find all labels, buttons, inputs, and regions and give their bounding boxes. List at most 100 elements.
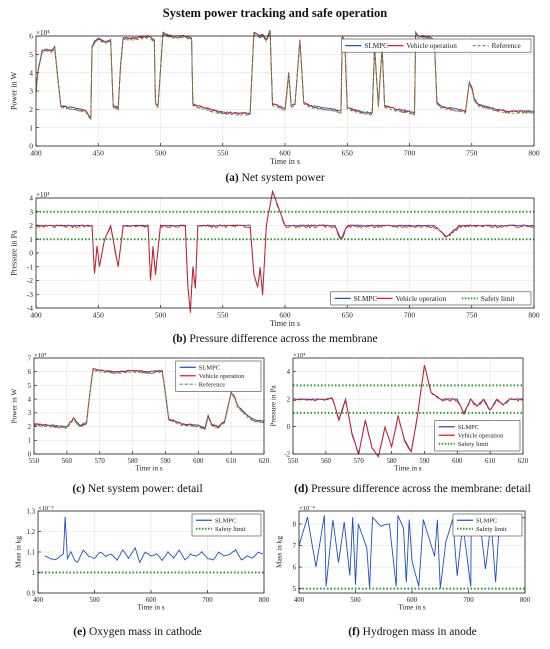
y-tick-label: 3 — [28, 410, 32, 417]
legend-label: Vehicle operation — [406, 42, 457, 50]
y-tick-label: 5 — [29, 50, 33, 59]
y-tick-label: 2 — [29, 105, 33, 114]
chart-pressure-difference-detail: 550 560 570 580 590 600 610 620 -2 0 2 4 ×10⁴ Time in… — [268, 352, 529, 473]
y-axis-label: Mass in kg — [13, 536, 22, 568]
x-tick-label: 580 — [386, 458, 397, 465]
x-tick-label: 600 — [407, 597, 418, 604]
y-tick-label: 6 — [29, 32, 33, 41]
y-tick-label: 6 — [293, 564, 297, 571]
y-tick-label: 0 — [29, 142, 33, 151]
x-tick-label: 500 — [89, 597, 100, 604]
y-tick-label: 5 — [293, 586, 297, 593]
plot-frame — [292, 357, 524, 455]
legend-box — [330, 291, 532, 306]
x-tick-label: 560 — [321, 458, 332, 465]
y-axis-label: Power in W — [9, 389, 18, 424]
x-tick-label: 600 — [452, 458, 463, 465]
x-tick-label: 400 — [33, 597, 44, 604]
x-tick-label: 700 — [404, 311, 416, 320]
reference-series-line — [35, 32, 534, 122]
y-axis-exponent: ×10⁴ — [36, 29, 50, 37]
legend-label: SLMPC — [199, 365, 220, 372]
x-axis-label: Time in s — [270, 319, 300, 328]
legend-label: Safety limit — [476, 526, 507, 533]
chart-pressure-difference: 400 450 500 550 600 650 700 750 800 -4 -3 -2 -1 0 1 2 3 4… — [10, 189, 540, 328]
slmpc-series-line — [44, 516, 264, 564]
x-tick-label: 550 — [29, 458, 40, 465]
y-tick-label: 1.1 — [27, 549, 36, 556]
y-tick-label: 1 — [29, 123, 33, 132]
y-tick-label: 6 — [28, 369, 32, 376]
x-tick-label: 800 — [528, 149, 540, 158]
x-tick-label: 580 — [127, 458, 138, 465]
plot-frame — [33, 357, 265, 455]
x-tick-label: 590 — [160, 458, 171, 465]
x-tick-label: 700 — [202, 597, 213, 604]
legend-label: SLMPC — [354, 295, 378, 303]
y-tick-label: 5 — [28, 383, 32, 390]
caption-c: (c) Net system power: detail — [72, 483, 203, 495]
x-tick-label: 800 — [520, 597, 531, 604]
y-tick-label: 7 — [293, 543, 297, 550]
x-tick-label: 590 — [419, 458, 430, 465]
x-tick-label: 600 — [279, 311, 291, 320]
x-axis-label: Time in s — [137, 603, 164, 612]
chart-net-system-power-detail: 550 560 570 580 590 600 610 620 0 1 2 3 4 5 6 7 ×10⁴ Time… — [9, 352, 269, 473]
y-axis-label: Mass in kg — [274, 536, 283, 568]
vehicle-operation-series-line — [292, 365, 524, 458]
chart-oxygen-mass: 400 500 600 700 800 0.9 1 1.1 1.2 1.3 ×10⁻³ Time in… — [13, 505, 270, 612]
x-tick-label: 500 — [155, 149, 167, 158]
x-tick-label: 750 — [466, 149, 478, 158]
y-tick-label: 3 — [29, 207, 33, 216]
x-tick-label: 570 — [354, 458, 365, 465]
x-tick-label: 400 — [30, 311, 42, 320]
legend-label: Reference — [492, 42, 521, 50]
y-tick-label: 1.2 — [27, 529, 36, 536]
x-tick-label: 500 — [350, 597, 361, 604]
legend-label: Safety limit — [458, 441, 489, 448]
x-tick-label: 560 — [62, 458, 73, 465]
y-tick-label: -4 — [27, 304, 33, 313]
y-tick-label: 1 — [29, 235, 33, 244]
chart-hydrogen-mass: 400 500 600 700 800 5 6 7 8 ×10⁻⁴ Time in s Mass in… — [274, 505, 531, 612]
y-tick-label: 4 — [287, 369, 291, 376]
x-tick-label: 500 — [155, 311, 167, 320]
vehicle-operation-series-line — [35, 31, 535, 120]
x-tick-label: 450 — [93, 149, 105, 158]
chart-net-system-power: 400 450 500 550 600 650 700 750 800 0 1 2 3 4 5 6 ×10⁴ Ti… — [10, 29, 540, 166]
legend-label: Safety limit — [215, 526, 246, 533]
y-axis-exponent: ×10⁴ — [293, 352, 306, 359]
y-axis-label: Pressure in Pa — [10, 230, 19, 276]
y-tick-label: -2 — [284, 451, 290, 458]
y-tick-label: 8 — [293, 521, 297, 528]
y-tick-label: -3 — [27, 290, 33, 299]
legend-label: Vehicle operation — [396, 295, 447, 303]
legend-label: SLMPC — [364, 42, 388, 50]
legend-box — [341, 38, 532, 53]
caption-b: (b) Pressure difference across the membr… — [172, 333, 378, 345]
reference-series-line — [33, 370, 265, 431]
y-tick-label: 0 — [29, 249, 33, 258]
x-tick-label: 610 — [485, 458, 496, 465]
x-tick-label: 650 — [342, 149, 354, 158]
x-tick-label: 550 — [217, 311, 229, 320]
caption-f: (f) Hydrogen mass in anode — [348, 626, 477, 638]
y-tick-label: 1 — [28, 438, 31, 445]
legend-label: SLMPC — [476, 518, 497, 525]
x-tick-label: 600 — [279, 149, 291, 158]
x-tick-label: 610 — [226, 458, 237, 465]
y-tick-label: 2 — [29, 221, 33, 230]
y-tick-label: -2 — [27, 276, 33, 285]
y-tick-label: 2 — [28, 424, 32, 431]
y-tick-label: 4 — [29, 68, 33, 77]
y-tick-label: -1 — [27, 262, 33, 271]
x-tick-label: 700 — [463, 597, 474, 604]
x-tick-label: 800 — [259, 597, 270, 604]
figure-title: System power tracking and safe operation — [162, 6, 388, 20]
x-tick-label: 400 — [294, 597, 305, 604]
x-tick-label: 620 — [518, 458, 529, 465]
y-tick-label: 0 — [287, 424, 291, 431]
y-tick-label: 4 — [28, 397, 32, 404]
caption-d: (d) Pressure difference across the membr… — [294, 483, 531, 495]
x-axis-label: Time in s — [270, 157, 300, 166]
